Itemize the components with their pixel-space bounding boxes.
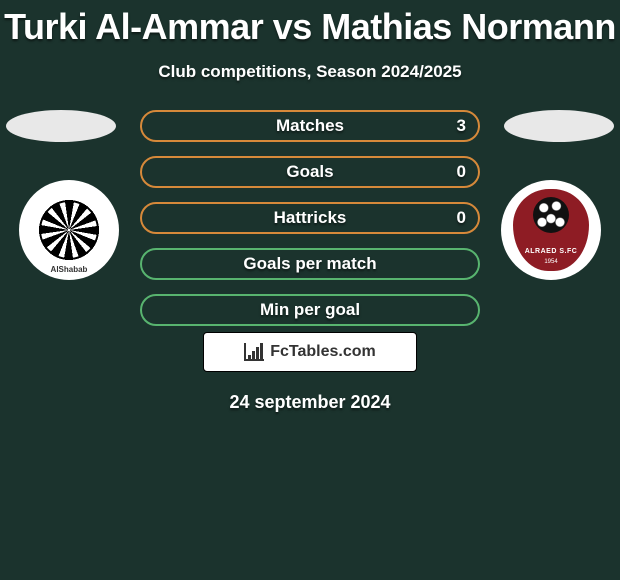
club-logo-right: ALRAED S.FC 1954: [501, 180, 601, 280]
stat-value-right: 0: [457, 162, 466, 182]
stat-row: Hattricks 0: [140, 202, 480, 234]
al-shabab-icon: [29, 190, 109, 270]
player-photo-left: [6, 110, 116, 142]
stat-label: Matches: [276, 116, 344, 136]
al-raed-icon: ALRAED S.FC 1954: [510, 186, 592, 274]
page-title: Turki Al-Ammar vs Mathias Normann: [0, 0, 620, 48]
player-photo-right: [504, 110, 614, 142]
club-label-right: ALRAED S.FC: [513, 248, 589, 255]
stat-rows: Matches 3 Goals 0 Hattricks 0 Goals per match M…: [140, 110, 480, 340]
club-year-right: 1954: [513, 259, 589, 265]
stat-row: Min per goal: [140, 294, 480, 326]
stat-label: Min per goal: [260, 300, 360, 320]
stat-label: Hattricks: [274, 208, 347, 228]
stat-value-right: 3: [457, 116, 466, 136]
stat-label: Goals per match: [243, 254, 376, 274]
stat-value-right: 0: [457, 208, 466, 228]
comparison-panel: AlShabab ALRAED S.FC 1954 Matches 3 Goals 0…: [0, 110, 620, 330]
club-label-left: AlShabab: [19, 265, 119, 274]
generated-date: 24 september 2024: [0, 392, 620, 413]
football-icon: [533, 197, 569, 233]
competition-subtitle: Club competitions, Season 2024/2025: [0, 62, 620, 82]
stat-row: Goals 0: [140, 156, 480, 188]
bar-chart-icon: [244, 343, 264, 361]
club-logo-left: AlShabab: [19, 180, 119, 280]
stat-row: Goals per match: [140, 248, 480, 280]
attribution-text: FcTables.com: [270, 343, 376, 361]
stat-row: Matches 3: [140, 110, 480, 142]
stat-label: Goals: [286, 162, 333, 182]
